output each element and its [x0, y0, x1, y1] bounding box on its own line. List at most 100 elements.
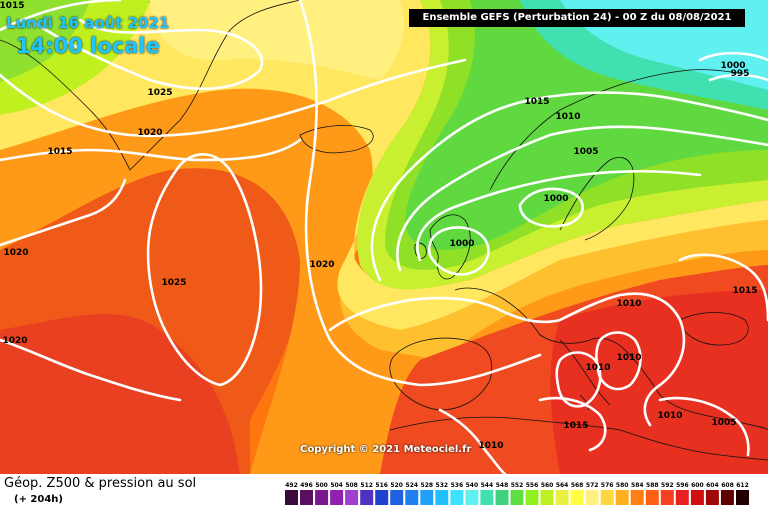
isobar-label: 1015 — [0, 1, 25, 11]
color-scale-label: 592 — [661, 482, 674, 489]
color-scale-label: 492 — [285, 482, 298, 489]
color-scale-swatch — [736, 490, 749, 505]
color-scale-swatch — [330, 490, 344, 505]
color-scale-swatch — [585, 490, 599, 505]
isobar-line-13 — [298, 0, 542, 387]
color-scale-label: 564 — [556, 482, 569, 489]
copyright-notice: Copyright © 2021 Meteociel.fr — [300, 444, 472, 455]
field-yellow-band — [0, 0, 768, 330]
color-scale-swatches — [285, 490, 749, 505]
isobar-line-16 — [558, 292, 686, 427]
color-scale-swatch — [405, 490, 419, 505]
color-scale-label: 596 — [676, 482, 689, 489]
field-red-balkans — [550, 290, 768, 474]
isobar-line-15 — [328, 296, 562, 332]
isobar-label: 1025 — [161, 278, 186, 288]
color-scale-label: 540 — [466, 482, 479, 489]
legend-title: Géop. Z500 & pression au sol — [4, 476, 197, 491]
isobar-label: 1015 — [732, 286, 757, 296]
color-scale-swatch — [420, 490, 434, 505]
color-scale-label: 612 — [736, 482, 749, 489]
color-scale-swatch — [360, 490, 374, 505]
color-scale-label: 532 — [436, 482, 449, 489]
color-scale-swatch — [315, 490, 329, 505]
coast-iceland — [299, 125, 374, 154]
forecast-local-time: 14:00 locale — [16, 34, 160, 58]
color-scale-label: 548 — [496, 482, 509, 489]
color-scale-label: 508 — [345, 482, 358, 489]
color-scale-swatch — [540, 490, 554, 505]
isobar-line-14 — [0, 338, 182, 402]
model-run-banner: Ensemble GEFS (Perturbation 24) - 00 Z d… — [409, 9, 745, 27]
color-scale-swatch — [645, 490, 659, 505]
isobar-label: 1005 — [573, 147, 598, 157]
isobar-line-8 — [427, 226, 490, 276]
isobar-label: 1000 — [449, 239, 474, 249]
isobar-label: 1010 — [478, 441, 503, 451]
color-scale-label: 608 — [721, 482, 734, 489]
isobar-line-10 — [698, 51, 768, 82]
coast-black-sea — [679, 312, 749, 346]
isobar-line-9 — [518, 187, 584, 228]
color-scale-label: 552 — [511, 482, 524, 489]
isobar-line-3 — [0, 58, 467, 138]
color-scale: 492 496 500 504 508 512 516 520 524 528 532 536 540 5… — [285, 482, 749, 505]
color-scale-swatch — [345, 490, 359, 505]
isobar-line-22 — [438, 408, 507, 474]
color-scale-swatch — [495, 490, 509, 505]
color-scale-label: 604 — [706, 482, 719, 489]
legend-lead-time: (+ 204h) — [14, 494, 63, 505]
color-scale-swatch — [510, 490, 524, 505]
color-scale-label: 580 — [616, 482, 629, 489]
color-scale-swatch — [660, 490, 674, 505]
coast-north-africa — [389, 416, 768, 461]
isobar-label: 1010 — [585, 363, 610, 373]
isobar-line-6 — [396, 125, 768, 272]
isobar-label: 1020 — [3, 248, 28, 258]
isobar-line-19 — [678, 253, 768, 322]
isobar-label: 995 — [731, 69, 750, 79]
color-scale-swatch — [450, 490, 464, 505]
color-scale-swatch — [600, 490, 614, 505]
color-scale-label: 560 — [541, 482, 554, 489]
color-scale-swatch — [390, 490, 404, 505]
color-scale-swatch — [690, 490, 704, 505]
isobar-label: 1000 — [720, 61, 745, 71]
color-scale-label: 544 — [481, 482, 494, 489]
color-scale-label: 584 — [631, 482, 644, 489]
color-scale-label: 556 — [526, 482, 539, 489]
color-scale-label: 572 — [586, 482, 599, 489]
isobar-label: 1000 — [543, 194, 568, 204]
isobar-label: 1015 — [524, 97, 549, 107]
coast-western-europe — [454, 287, 768, 431]
isobar-label: 1020 — [137, 128, 162, 138]
color-scale-label: 588 — [646, 482, 659, 489]
isobar-label: 1020 — [2, 336, 27, 346]
coast-iberia — [389, 337, 493, 411]
isobar-labels: 1015 1025 1020 1015 1015 1010 1005 1000 1000 1000… — [0, 1, 758, 451]
color-scale-swatch — [435, 490, 449, 505]
color-scale-swatch — [465, 490, 479, 505]
isobar-label: 1020 — [309, 260, 334, 270]
isobar-line-7 — [416, 169, 702, 262]
isobar-label: 1010 — [555, 112, 580, 122]
color-scale-label: 528 — [421, 482, 434, 489]
color-scale-label: 512 — [360, 482, 373, 489]
isobar-line-21 — [538, 396, 607, 452]
color-scale-swatch — [615, 490, 629, 505]
color-scale-swatch — [630, 490, 644, 505]
isobar-label: 1005 — [711, 418, 736, 428]
geopotential-map: 1015 1025 1020 1015 1015 1010 1005 1000 1000 1000… — [0, 0, 768, 474]
color-scale-label: 504 — [330, 482, 343, 489]
color-scale-swatch — [375, 490, 389, 505]
color-scale-label: 516 — [375, 482, 388, 489]
forecast-date: Lundi 16 août 2021 — [6, 14, 170, 32]
isobar-line-1 — [0, 0, 122, 32]
color-scale-label: 520 — [390, 482, 403, 489]
color-scale-label: 500 — [315, 482, 328, 489]
isobar-line-5 — [370, 91, 768, 282]
color-scale-label: 536 — [451, 482, 464, 489]
color-scale-swatch — [720, 490, 734, 505]
color-scale-label: 600 — [691, 482, 704, 489]
